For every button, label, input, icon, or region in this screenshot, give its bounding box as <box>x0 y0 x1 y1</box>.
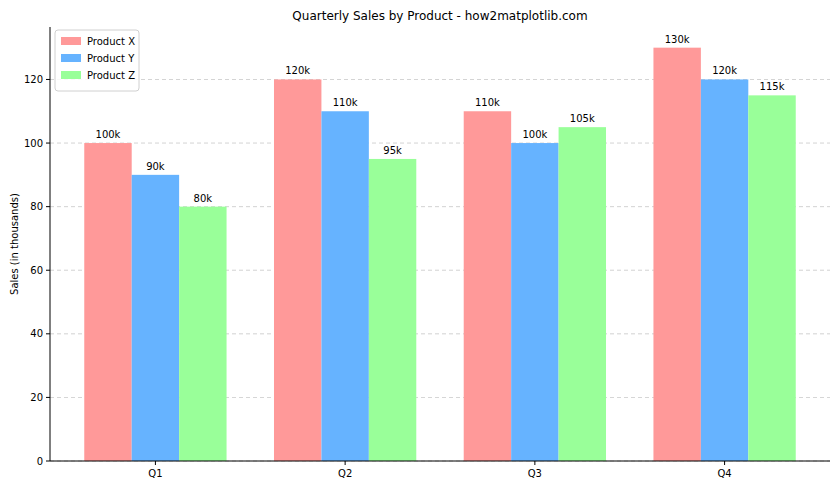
y-tick <box>46 461 50 462</box>
y-axis-label: Sales (in thousands) <box>9 193 20 295</box>
chart-svg: 100k 120k 110k 130k 90k 110k 100k 120k 80k 95k 105… <box>0 0 840 490</box>
x-tick <box>724 461 725 465</box>
y-axis-line <box>50 27 51 461</box>
bar <box>701 79 748 461</box>
data-label: 100k <box>522 129 547 140</box>
y-tick <box>46 397 50 398</box>
y-tick <box>46 270 50 271</box>
chart-container: 100k 120k 110k 130k 90k 110k 100k 120k 80k 95k 105… <box>0 0 840 490</box>
data-label: 130k <box>665 34 690 45</box>
legend-label: Product Z <box>87 70 135 81</box>
y-tick-label: 40 <box>30 328 43 339</box>
bar <box>748 95 795 461</box>
bar <box>321 111 368 461</box>
legend-label: Product Y <box>87 53 135 64</box>
bar <box>464 111 511 461</box>
x-tick-label: Q1 <box>148 468 162 479</box>
x-tick <box>155 461 156 465</box>
bar <box>132 175 179 461</box>
y-tick <box>46 143 50 144</box>
x-axis-line <box>50 461 830 462</box>
x-tick-label: Q4 <box>717 468 731 479</box>
bar <box>653 48 700 461</box>
legend: Product X Product Y Product Z <box>55 30 139 91</box>
legend-label: Product X <box>87 36 135 47</box>
grid-line <box>50 461 830 462</box>
x-tick-label: Q3 <box>528 468 542 479</box>
data-labels: 100k 120k 110k 130k 90k 110k 100k 120k 80k 95k 105… <box>96 34 785 204</box>
bar <box>84 143 131 461</box>
y-tick <box>46 79 50 80</box>
y-tick-label: 60 <box>30 265 43 276</box>
y-tick-label: 20 <box>30 392 43 403</box>
data-label: 80k <box>194 193 213 204</box>
data-label: 115k <box>760 81 785 92</box>
y-tick <box>46 333 50 334</box>
bars <box>84 48 795 461</box>
x-tick-label: Q2 <box>338 468 352 479</box>
bar <box>559 127 606 461</box>
title: Quarterly Sales by Product - how2matplot… <box>292 9 587 23</box>
y-tick-label: 120 <box>24 74 43 85</box>
bar <box>274 79 321 461</box>
data-label: 105k <box>570 113 595 124</box>
data-label: 120k <box>712 65 737 76</box>
data-label: 120k <box>285 65 310 76</box>
bar <box>511 143 558 461</box>
legend-box <box>55 30 139 91</box>
legend-swatch <box>61 71 81 79</box>
x-tick <box>534 461 535 465</box>
legend-swatch <box>61 37 81 45</box>
y-tick-label: 100 <box>24 138 43 149</box>
data-label: 100k <box>96 129 121 140</box>
y-tick-label: 0 <box>37 456 43 467</box>
y-tick <box>46 206 50 207</box>
bar <box>369 159 416 461</box>
legend-swatch <box>61 54 81 62</box>
data-label: 90k <box>146 161 165 172</box>
bar <box>179 207 226 461</box>
y-tick-label: 80 <box>30 201 43 212</box>
x-tick <box>345 461 346 465</box>
data-label: 110k <box>475 97 500 108</box>
data-label: 95k <box>383 145 402 156</box>
data-label: 110k <box>333 97 358 108</box>
background <box>0 0 840 490</box>
